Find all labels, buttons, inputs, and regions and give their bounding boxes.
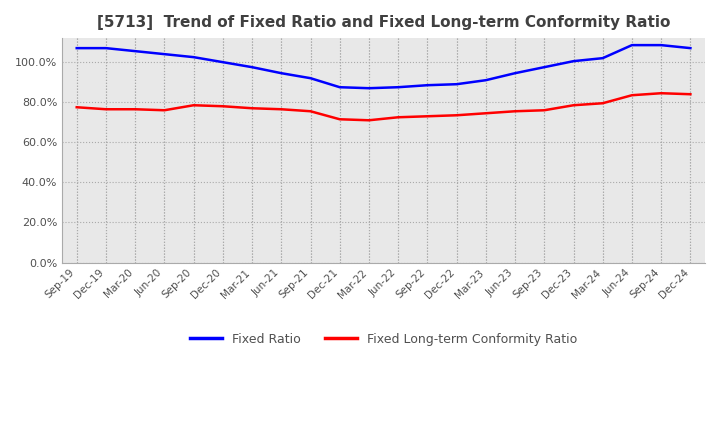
Fixed Ratio — [482, 77, 490, 83]
Fixed Long-term Conformity Ratio — [364, 117, 373, 123]
Fixed Long-term Conformity Ratio — [336, 117, 344, 122]
Fixed Long-term Conformity Ratio — [160, 108, 168, 113]
Line: Fixed Ratio: Fixed Ratio — [77, 45, 690, 88]
Fixed Long-term Conformity Ratio — [510, 109, 519, 114]
Legend: Fixed Ratio, Fixed Long-term Conformity Ratio: Fixed Ratio, Fixed Long-term Conformity … — [185, 327, 582, 351]
Fixed Long-term Conformity Ratio — [306, 109, 315, 114]
Fixed Ratio — [540, 65, 549, 70]
Fixed Ratio — [423, 83, 432, 88]
Fixed Long-term Conformity Ratio — [218, 103, 227, 109]
Fixed Long-term Conformity Ratio — [540, 108, 549, 113]
Fixed Ratio — [394, 84, 402, 90]
Fixed Ratio — [277, 70, 286, 76]
Fixed Ratio — [628, 43, 636, 48]
Fixed Long-term Conformity Ratio — [189, 103, 198, 108]
Fixed Ratio — [657, 43, 665, 48]
Fixed Ratio — [218, 59, 227, 65]
Fixed Ratio — [102, 45, 110, 51]
Fixed Long-term Conformity Ratio — [628, 92, 636, 98]
Fixed Ratio — [686, 45, 695, 51]
Fixed Long-term Conformity Ratio — [73, 105, 81, 110]
Line: Fixed Long-term Conformity Ratio: Fixed Long-term Conformity Ratio — [77, 93, 690, 120]
Fixed Long-term Conformity Ratio — [131, 106, 140, 112]
Fixed Ratio — [160, 51, 168, 57]
Fixed Ratio — [336, 84, 344, 90]
Fixed Ratio — [570, 59, 578, 64]
Fixed Ratio — [131, 48, 140, 54]
Fixed Ratio — [248, 65, 256, 70]
Fixed Ratio — [189, 55, 198, 60]
Fixed Long-term Conformity Ratio — [657, 91, 665, 96]
Fixed Long-term Conformity Ratio — [570, 103, 578, 108]
Fixed Long-term Conformity Ratio — [277, 106, 286, 112]
Fixed Ratio — [510, 70, 519, 76]
Fixed Long-term Conformity Ratio — [598, 101, 607, 106]
Fixed Ratio — [73, 45, 81, 51]
Fixed Long-term Conformity Ratio — [482, 110, 490, 116]
Fixed Ratio — [598, 55, 607, 61]
Fixed Long-term Conformity Ratio — [394, 115, 402, 120]
Fixed Ratio — [364, 85, 373, 91]
Fixed Ratio — [306, 76, 315, 81]
Fixed Long-term Conformity Ratio — [686, 92, 695, 97]
Fixed Ratio — [452, 81, 461, 87]
Title: [5713]  Trend of Fixed Ratio and Fixed Long-term Conformity Ratio: [5713] Trend of Fixed Ratio and Fixed Lo… — [97, 15, 670, 30]
Fixed Long-term Conformity Ratio — [423, 114, 432, 119]
Fixed Long-term Conformity Ratio — [248, 106, 256, 111]
Fixed Long-term Conformity Ratio — [102, 106, 110, 112]
Fixed Long-term Conformity Ratio — [452, 113, 461, 118]
